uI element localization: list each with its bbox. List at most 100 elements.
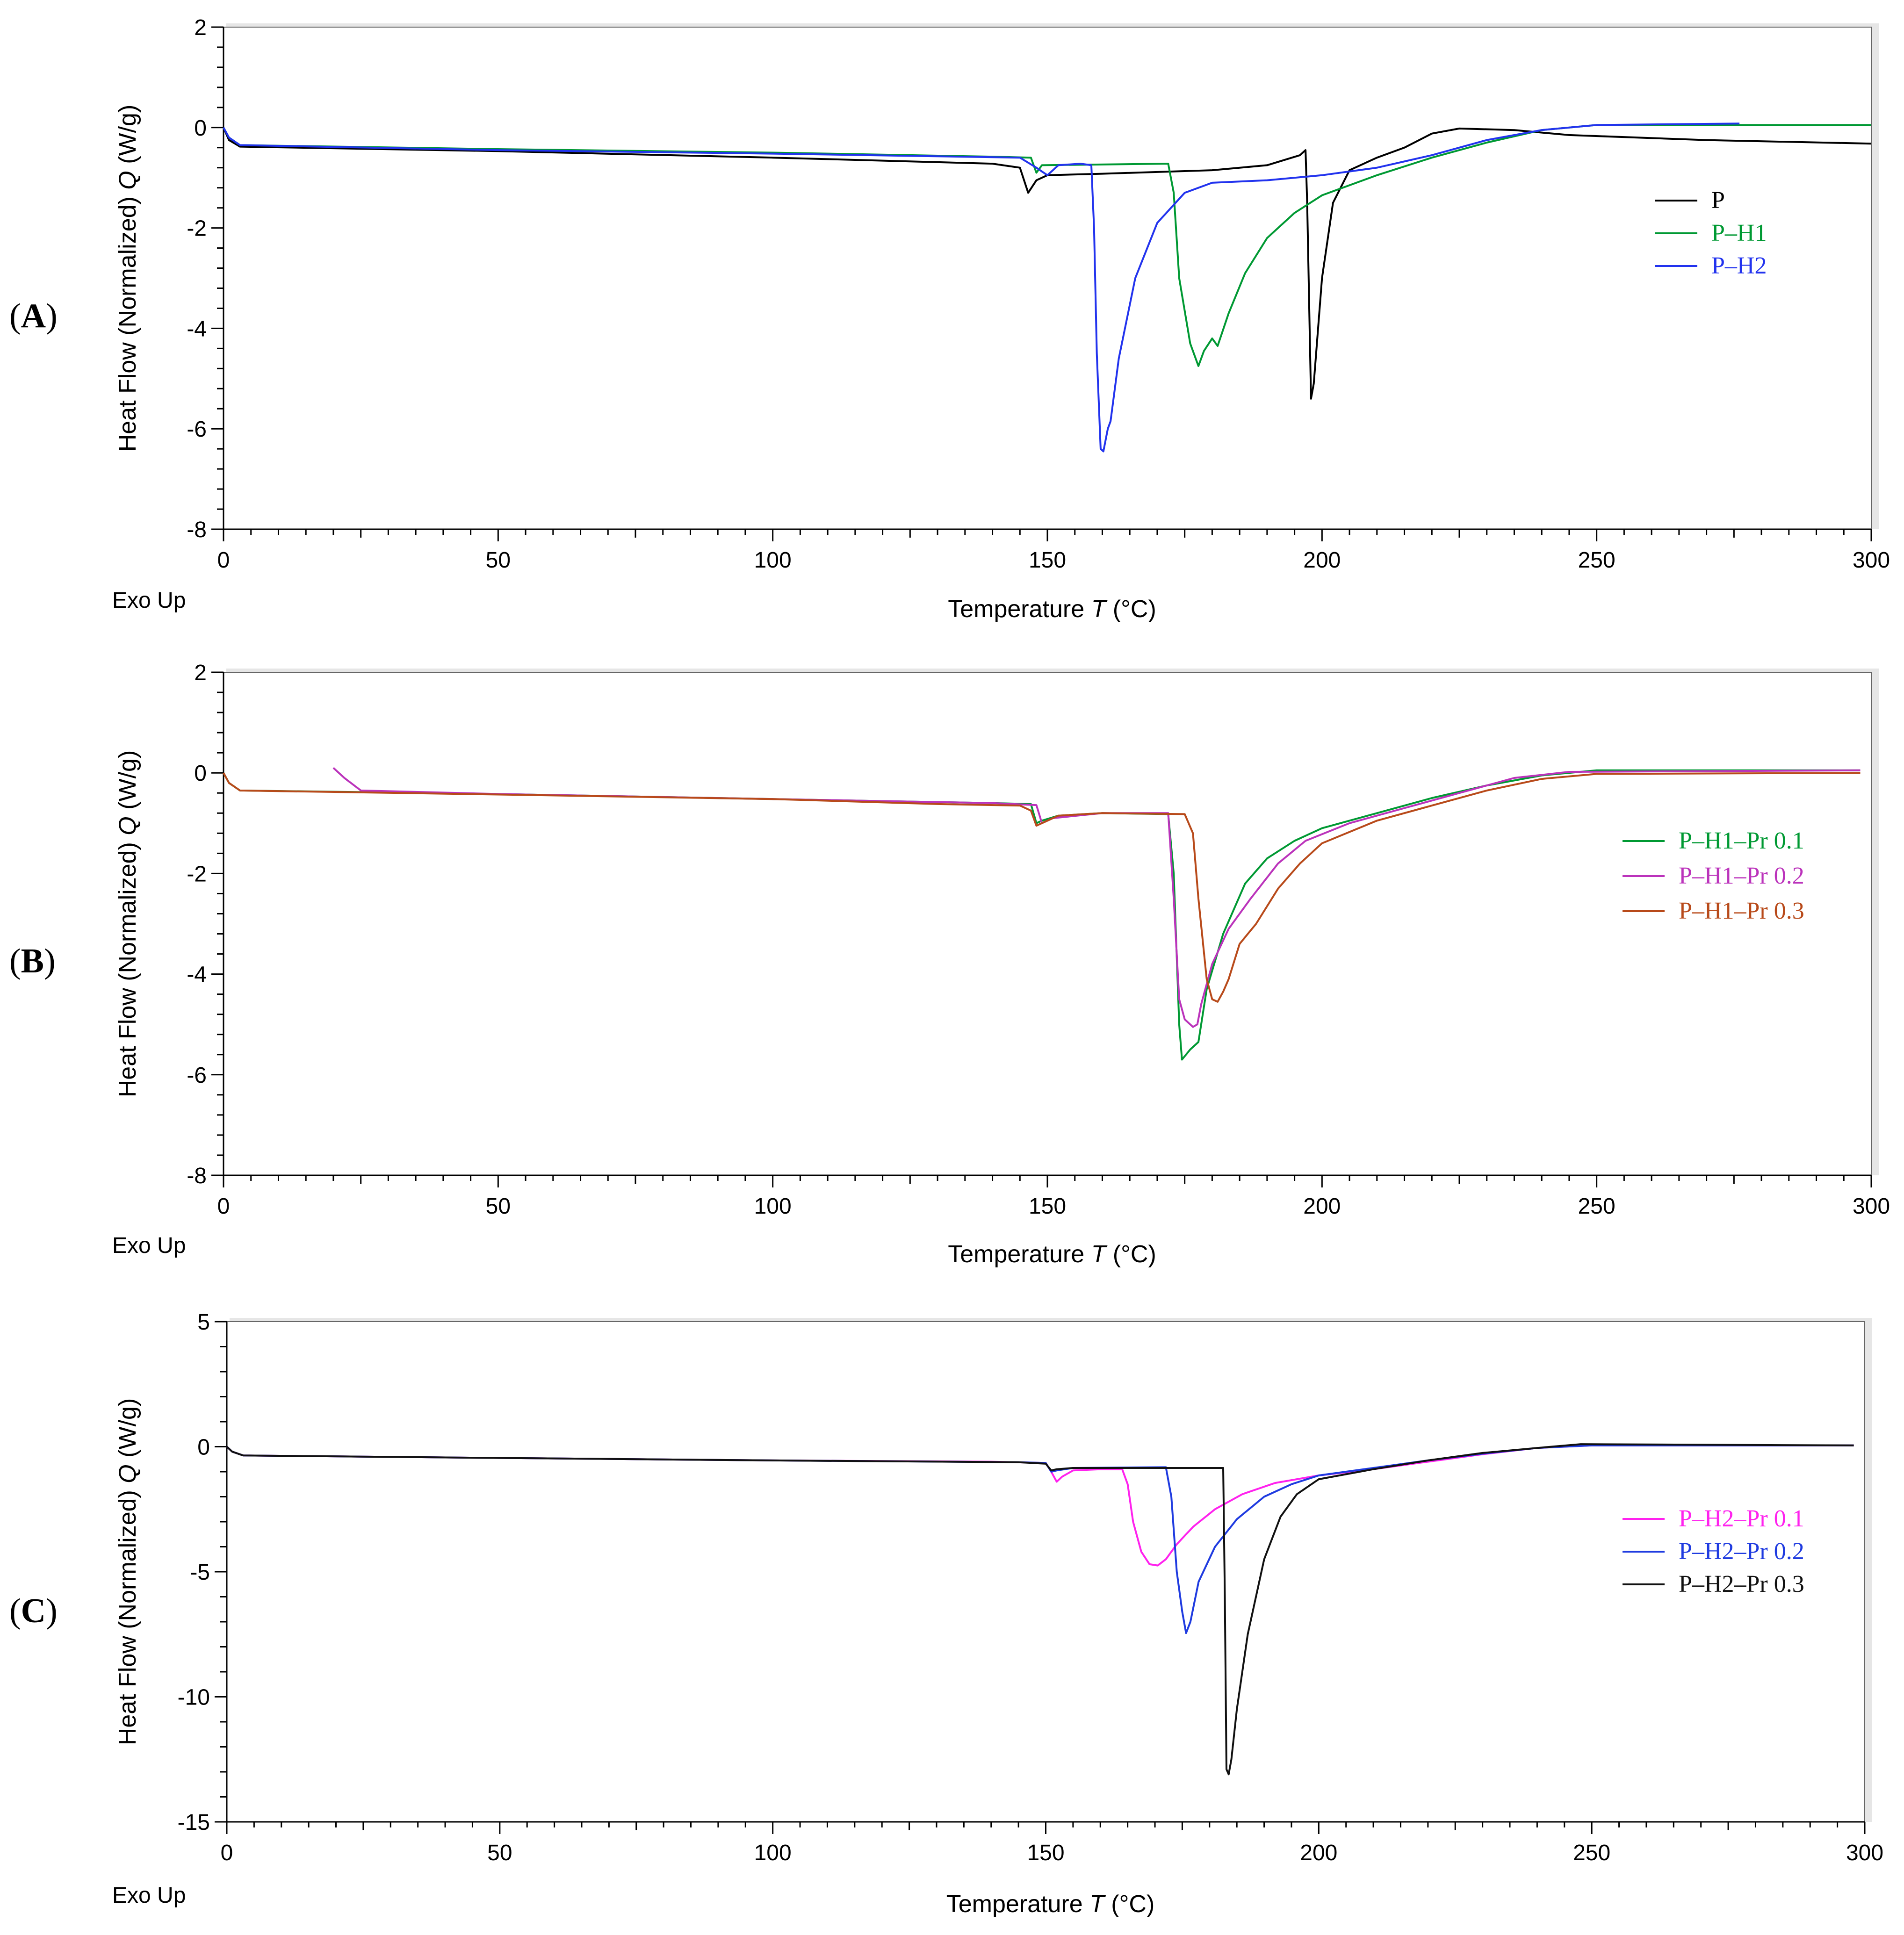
y-tick-label: 0 [197,1435,210,1460]
plot-frame [223,27,1872,530]
x-tick-label: 200 [1303,548,1341,573]
y-tick-label: 0 [194,116,207,141]
x-tick-label: 250 [1578,1194,1616,1219]
y-tick-label: -2 [187,862,207,886]
x-tick-label: 200 [1300,1841,1337,1865]
plot-area: 0 50 100 150 200 250 300 2 0 -2 -4 -6 -8 [187,661,1890,1219]
panel-label-close-paren: ) [46,1592,58,1630]
chart-panel-b: 0 50 100 150 200 250 300 2 0 -2 -4 -6 -8 P–H1–Pr 0.1 P… [0,645,1904,1290]
panel-label: (A) [9,297,58,335]
panel-label-open-paren: ( [9,942,21,980]
legend-entry: P [1711,187,1725,214]
x-tick-label: 150 [1027,1841,1064,1865]
x-axis-title-symbol: T [1089,1891,1106,1918]
y-axis-title: Heat Flow (Normalized) Q (W/g) [114,750,141,1098]
x-tick-label: 250 [1578,548,1616,573]
x-axis-title-text: Temperature [948,1241,1091,1268]
legend: P–H2–Pr 0.1 P–H2–Pr 0.2 P–H2–Pr 0.3 [1623,1505,1804,1597]
exo-up-label: Exo Up [112,1883,186,1908]
panel-label-open-paren: ( [9,297,21,335]
y-tick-label: -6 [187,417,207,442]
panel-label-letter: B [21,942,44,980]
plot-frame [226,1321,1865,1822]
x-tick-label: 150 [1029,548,1066,573]
legend-entry: P–H1 [1711,220,1767,246]
chart-svg-a: 0 50 100 150 200 250 300 2 0 -2 -4 -6 -8 P P–H1 P–H2 Tem… [9,15,1890,623]
y-axis-title-symbol: Q [114,816,141,835]
x-tick-label: 300 [1853,548,1890,573]
x-axis-title-symbol: T [1091,1241,1108,1268]
y-axis-title-text: Heat Flow (Normalized) [114,1483,141,1746]
y-axis-title-text: Heat Flow (Normalized) [114,190,141,452]
y-tick-label: -6 [187,1063,207,1088]
y-tick-label: -4 [187,963,207,987]
x-axis-title-unit: (°C) [1106,596,1156,623]
y-tick-label: -10 [178,1685,210,1710]
legend-entry: P–H2–Pr 0.1 [1679,1505,1804,1532]
x-axis-title-text: Temperature [948,596,1091,623]
plot-area: 0 50 100 150 200 250 300 2 0 -2 -4 -6 -8 [187,15,1890,573]
x-tick-label: 300 [1846,1841,1883,1865]
x-tick-label: 200 [1303,1194,1341,1219]
y-tick-label: -8 [187,518,207,542]
y-axis-title-unit: (W/g) [114,105,141,171]
panel-label-close-paren: ) [44,942,56,980]
series-line-2 [332,767,1861,1028]
exo-up-label: Exo Up [112,588,186,613]
y-axis-title: Heat Flow (Normalized) Q (W/g) [114,105,141,452]
series-line-1 [223,127,1872,400]
y-tick-label: -8 [187,1164,207,1188]
x-axis-title: Temperature T (°C) [948,596,1156,623]
y-tick-label: 2 [194,661,207,685]
y-axis-title-text: Heat Flow (Normalized) [114,835,141,1098]
panel-label-open-paren: ( [9,1592,21,1630]
y-tick-label: 0 [194,761,207,786]
chart-panel-c: 0 50 100 150 200 250 300 5 0 -5 -10 -15 P–H2–Pr 0.1 P… [0,1295,1904,1935]
series-line-3 [223,772,1861,1003]
x-tick-label: 250 [1573,1841,1610,1865]
legend-entry: P–H1–Pr 0.3 [1679,898,1804,924]
x-tick-label: 100 [754,1841,792,1865]
x-axis-title-unit: (°C) [1104,1891,1154,1918]
plot-frame [223,672,1872,1176]
y-tick-label: -15 [178,1810,210,1835]
panel-label-letter: A [21,297,46,335]
x-tick-label: 100 [754,548,792,573]
legend-entry: P–H2 [1711,252,1767,279]
x-tick-label: 0 [221,1841,233,1865]
y-tick-label: 2 [194,15,207,40]
x-tick-label: 50 [487,1841,512,1865]
y-tick-label: -2 [187,216,207,241]
y-axis-title-symbol: Q [114,171,141,189]
chart-panel-a: 0 50 100 150 200 250 300 2 0 -2 -4 -6 -8 P P–H1 P–H2 Tem… [0,0,1904,640]
legend-entry: P–H2–Pr 0.3 [1679,1571,1804,1597]
y-axis-title-symbol: Q [114,1464,141,1483]
y-axis-title-unit: (W/g) [114,750,141,817]
x-tick-label: 300 [1853,1194,1890,1219]
x-axis-title: Temperature T (°C) [948,1241,1156,1268]
x-axis-title-unit: (°C) [1106,1241,1156,1268]
series-line-3 [223,122,1740,453]
panel-label: (B) [9,942,56,980]
exo-up-label: Exo Up [112,1233,186,1258]
series-line-3 [226,1443,1854,1776]
legend-entry: P–H1–Pr 0.1 [1679,827,1804,854]
x-tick-label: 50 [486,548,511,573]
y-tick-label: 5 [197,1310,210,1335]
panel-label-close-paren: ) [46,297,58,335]
x-axis-title: Temperature T (°C) [946,1891,1155,1918]
legend-entry: P–H1–Pr 0.2 [1679,863,1804,889]
x-tick-label: 150 [1029,1194,1066,1219]
y-axis-title-unit: (W/g) [114,1398,141,1465]
panel-label: (C) [9,1592,58,1630]
x-tick-label: 50 [486,1194,511,1219]
x-tick-label: 0 [217,548,230,573]
x-tick-label: 0 [217,1194,230,1219]
y-tick-label: -4 [187,317,207,341]
legend: P–H1–Pr 0.1 P–H1–Pr 0.2 P–H1–Pr 0.3 [1623,827,1804,924]
x-axis-title-text: Temperature [946,1891,1089,1918]
y-tick-label: -5 [190,1560,210,1585]
